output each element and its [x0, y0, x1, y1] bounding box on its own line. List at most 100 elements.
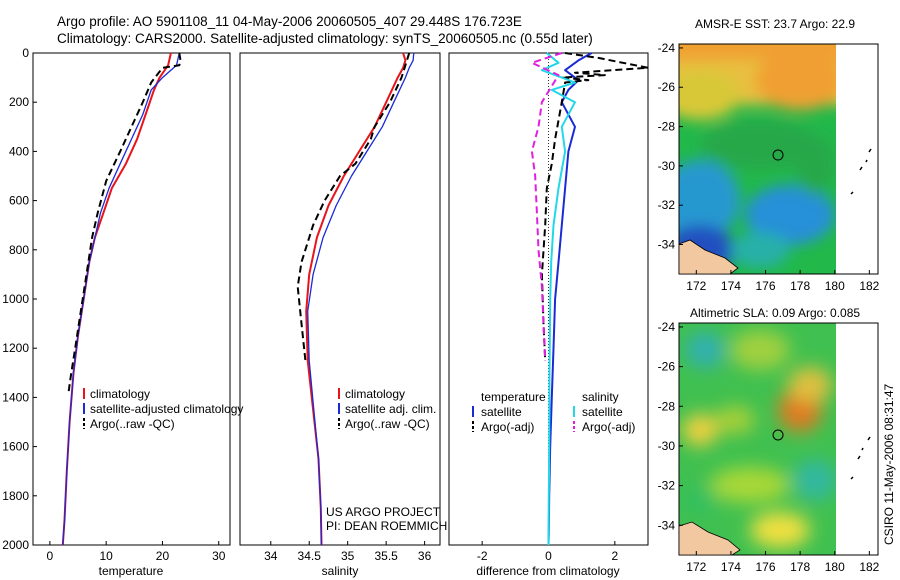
series-satellite-adjusted-climatology — [62, 52, 180, 546]
lon-tick-label: 178 — [790, 279, 810, 293]
x-tick-label: 0 — [47, 549, 54, 563]
series-salinity-argo-adj- — [530, 52, 563, 361]
sst-coast-north-island — [678, 239, 739, 275]
temperature-panel: 0 200 400 600 800 1000 1200 1400 1600 1800 2000 0 1… — [2, 46, 243, 578]
lon-tick-label: 182 — [859, 560, 879, 574]
depth-tick-label: 800 — [9, 243, 29, 257]
lon-tick-label: 182 — [859, 279, 879, 293]
lat-tick-label: -34 — [658, 518, 676, 532]
series-climatology — [305, 52, 407, 546]
series-argo-raw-qc- — [296, 52, 411, 361]
series-argo-raw-qc- — [67, 52, 182, 393]
difference-panel: -2 0 2 temperaturesatelliteArgo(-adj)salin… — [448, 52, 649, 578]
sla-map: Altimetric SLA: 0.09 Argo: 0.085 172 174 1… — [658, 306, 880, 574]
lat-tick-label: -26 — [658, 360, 676, 374]
x-tick-label: 35.5 — [374, 549, 398, 563]
legend-label: Argo(..raw -QC) — [345, 417, 430, 431]
x-tick-label: 0 — [545, 549, 552, 563]
lat-tick-label: -32 — [658, 198, 676, 212]
series-satellite-adj-clim- — [307, 52, 415, 546]
legend-label: satellite adj. clim. — [345, 402, 436, 416]
x-tick-label: 20 — [156, 549, 170, 563]
legend-label: Argo(..raw -QC) — [90, 417, 175, 431]
x-tick-label: 35 — [341, 549, 355, 563]
lon-tick-label: 176 — [756, 560, 776, 574]
sst-map-title: AMSR-E SST: 23.7 Argo: 22.9 — [695, 17, 855, 31]
x-tick-label: -2 — [477, 549, 488, 563]
sst-map-frame — [678, 43, 879, 275]
temperature-plot-frame — [32, 52, 231, 546]
x-tick-label: 34 — [264, 549, 278, 563]
legend-label: satellite — [481, 405, 522, 419]
series-salinity-satellite — [540, 52, 576, 546]
depth-axis: 0 200 400 600 800 1000 1200 1400 1600 1800 2000 — [2, 46, 37, 552]
difference-series — [530, 52, 649, 546]
lon-tick-label: 180 — [825, 560, 845, 574]
x-tick-label: 34.5 — [298, 549, 322, 563]
difference-legend: temperaturesatelliteArgo(-adj)salinitysa… — [472, 390, 635, 434]
sla-map-axes: 172 174 176 178 180 182 -34 -32 -30 -28 -26 -24 — [658, 320, 880, 574]
sst-kermadec-islands — [850, 148, 872, 195]
sst-field — [679, 44, 836, 274]
lat-tick-label: -28 — [658, 399, 676, 413]
sla-argo-location-marker — [772, 429, 784, 441]
salinity-x-label: salinity — [322, 564, 359, 578]
legend-heading: salinity — [582, 390, 619, 404]
depth-tick-label: 2000 — [2, 538, 29, 552]
lat-tick-label: -32 — [658, 479, 676, 493]
series-climatology — [61, 52, 172, 546]
lon-tick-label: 180 — [825, 279, 845, 293]
sst-map-axes: 172 174 176 178 180 182 -34 -32 -30 -28 -26 -24 — [658, 41, 880, 293]
depth-tick-label: 0 — [22, 46, 29, 60]
lat-tick-label: -30 — [658, 439, 676, 453]
lat-tick-label: -24 — [658, 320, 676, 334]
sla-map-title: Altimetric SLA: 0.09 Argo: 0.085 — [690, 306, 860, 320]
lat-tick-label: -24 — [658, 41, 676, 55]
header-line-2: Climatology: CARS2000. Satellite-adjuste… — [57, 31, 593, 46]
x-tick-label: 36 — [418, 549, 432, 563]
lat-tick-label: -30 — [658, 159, 676, 173]
legend-label: Argo(-adj) — [481, 420, 534, 434]
lon-tick-label: 176 — [756, 279, 776, 293]
legend-label: Argo(-adj) — [582, 420, 635, 434]
lat-tick-label: -34 — [658, 238, 676, 252]
x-tick-label: 10 — [99, 549, 113, 563]
depth-tick-label: 1400 — [2, 390, 29, 404]
depth-tick-label: 400 — [9, 144, 29, 158]
depth-tick-label: 600 — [9, 194, 29, 208]
lat-tick-label: -26 — [658, 80, 676, 94]
temperature-x-axis: 0 10 20 30 — [47, 541, 226, 563]
salinity-series — [296, 52, 415, 546]
series-temperature-argo-adj- — [540, 52, 649, 361]
series-temperature-satellite — [547, 52, 593, 546]
sla-field — [679, 323, 836, 555]
x-tick-label: 30 — [212, 549, 226, 563]
legend-label: climatology — [345, 387, 405, 401]
sla-map-frame — [678, 322, 879, 556]
salinity-x-axis: 34 34.5 35 35.5 36 — [264, 541, 432, 563]
depth-tick-label: 1200 — [2, 341, 29, 355]
sst-argo-location-marker — [772, 149, 784, 161]
lon-tick-label: 178 — [790, 560, 810, 574]
legend-label: satellite — [582, 405, 623, 419]
credit-project: US ARGO PROJECT — [326, 505, 441, 519]
side-timestamp: CSIRO 11-May-2006 08:31:47 — [882, 383, 896, 545]
salinity-plot-frame — [239, 52, 441, 546]
x-tick-label: 2 — [611, 549, 618, 563]
sla-coast-north-island — [678, 521, 741, 556]
sst-map: AMSR-E SST: 23.7 Argo: 22.9 172 174 176 178… — [658, 17, 880, 293]
lon-tick-label: 172 — [686, 560, 706, 574]
lon-tick-label: 174 — [721, 560, 741, 574]
depth-tick-label: 1600 — [2, 440, 29, 454]
temperature-x-label: temperature — [99, 564, 164, 578]
legend-label: satellite-adjusted climatology — [90, 402, 243, 416]
lon-tick-label: 174 — [721, 279, 741, 293]
depth-tick-label: 1800 — [2, 489, 29, 503]
depth-tick-label: 1000 — [2, 292, 29, 306]
credit-pi: PI: DEAN ROEMMICH — [326, 519, 447, 533]
temperature-series — [61, 52, 182, 546]
legend-label: climatology — [90, 387, 150, 401]
